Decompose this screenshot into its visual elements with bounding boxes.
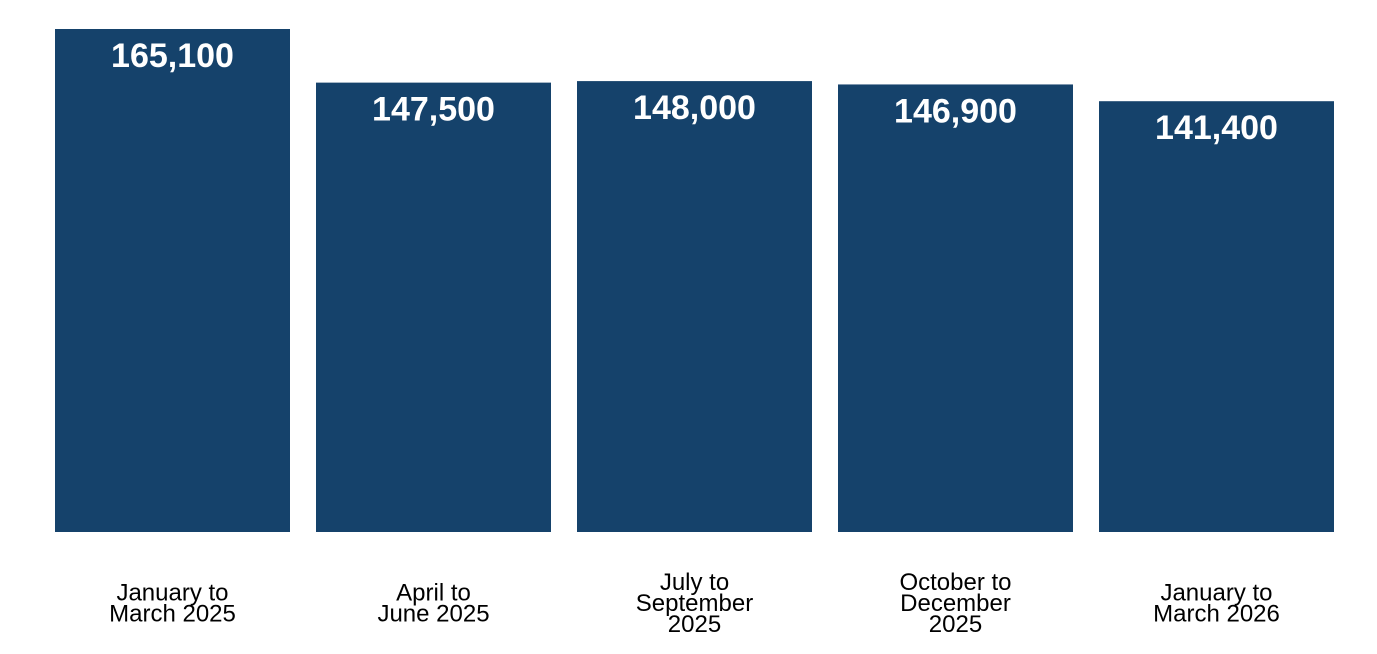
value-labels-group: 165,100 147,500 148,000 146,900 141,400 [111, 37, 1278, 147]
category-label: April to June 2025 [377, 580, 489, 628]
category-label-line: July to [660, 569, 729, 596]
bar [577, 81, 812, 532]
bar [55, 29, 290, 532]
category-label-line: 2025 [668, 611, 721, 638]
category-label-line: 2025 [929, 611, 982, 638]
category-label-line: March 2026 [1153, 601, 1280, 628]
bar-value-label: 141,400 [1155, 109, 1278, 147]
bar [316, 82, 551, 532]
bar [1099, 101, 1334, 533]
category-label-line: June 2025 [377, 601, 489, 628]
category-label: January to March 2026 [1153, 580, 1280, 628]
category-label: January to March 2025 [109, 580, 236, 628]
category-label-line: September [636, 590, 753, 617]
bar-value-label: 148,000 [633, 89, 756, 127]
category-label: October to December 2025 [899, 569, 1011, 638]
bar-value-label: 165,100 [111, 37, 234, 75]
bars-group [55, 29, 1334, 533]
bar-value-label: 146,900 [894, 92, 1017, 130]
bar [838, 84, 1073, 532]
category-label: July to September 2025 [636, 569, 753, 638]
category-label-line: December [900, 590, 1011, 617]
category-label-line: January to [116, 580, 228, 607]
category-label-line: April to [396, 580, 471, 607]
category-label-line: October to [899, 569, 1011, 596]
category-label-line: January to [1160, 580, 1272, 607]
category-label-line: March 2025 [109, 601, 236, 628]
bar-value-label: 147,500 [372, 91, 495, 129]
